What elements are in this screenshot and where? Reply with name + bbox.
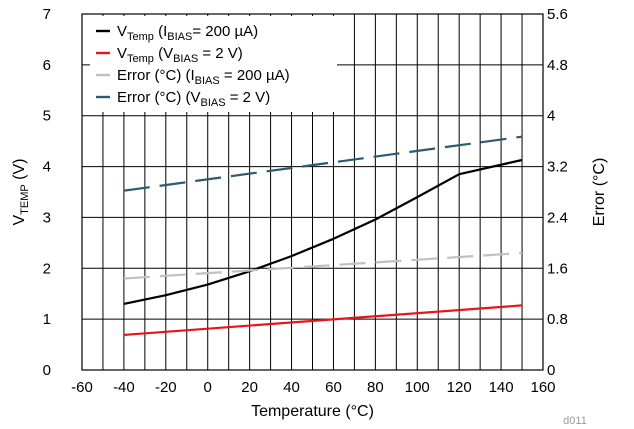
legend-box: [90, 16, 337, 112]
legend-label-2: VTemp (VBIAS = 2 V): [117, 45, 243, 65]
x-tick-label: -20: [155, 379, 177, 396]
series-line-3: [123, 251, 523, 280]
legend-text-part: = 2 V): [226, 89, 271, 106]
left-y-tick-label: 7: [43, 6, 51, 23]
legend-label-3: Error (°C) (IBIAS = 200 µA): [117, 67, 290, 87]
right-y-axis-title: Error (°C): [591, 158, 608, 227]
legend-subscript: Temp: [127, 31, 154, 43]
legend-background: [90, 16, 337, 112]
legend: VTemp (IBIAS= 200 µA)VTemp (VBIAS = 2 V)…: [96, 23, 290, 109]
right-y-tick-label: 5.6: [547, 6, 568, 23]
legend-label-4: Error (°C) (VBIAS = 2 V): [117, 89, 270, 109]
series-line-2: [123, 304, 523, 336]
right-y-tick-label: 0.8: [547, 311, 568, 328]
x-tick-label: 0: [204, 379, 212, 396]
left-y-axis-title-suffix: (V): [11, 158, 28, 184]
legend-text-part: V: [117, 23, 127, 40]
x-tick-label: 60: [325, 379, 342, 396]
legend-subscript: Temp: [127, 53, 154, 65]
x-tick-label: 140: [489, 379, 514, 396]
legend-text-part: Error (°C) (I: [117, 67, 195, 84]
legend-label-1: VTemp (IBIAS= 200 µA): [117, 23, 258, 43]
left-y-axis-title-sub: TEMP: [19, 184, 31, 215]
legend-subscript: BIAS: [201, 97, 226, 109]
plot-border: [81, 13, 544, 371]
left-y-tick-label: 6: [43, 57, 51, 74]
x-tick-label: 100: [405, 379, 430, 396]
left-y-tick-label: 2: [43, 260, 51, 277]
left-y-tick-label: 5: [43, 108, 51, 125]
left-y-axis-title: VTEMP (V): [11, 158, 31, 225]
legend-subscript: BIAS: [173, 53, 198, 65]
x-tick-label: 20: [241, 379, 258, 396]
x-axis-title: Temperature (°C): [251, 403, 374, 420]
right-y-tick-label: 2.4: [547, 209, 568, 226]
right-y-tick-label: 1.6: [547, 260, 568, 277]
x-tick-label: 80: [367, 379, 384, 396]
right-y-tick-label: 4: [547, 108, 555, 125]
left-y-tick-label: 3: [43, 209, 51, 226]
x-tick-label: -40: [113, 379, 135, 396]
x-tick-label: 160: [530, 379, 555, 396]
left-y-axis-title-main: V: [11, 215, 28, 226]
left-y-tick-label: 4: [43, 159, 51, 176]
right-y-tick-label: 3.2: [547, 159, 568, 176]
series-line-1: [123, 158, 523, 305]
legend-text-part: = 2 V): [198, 45, 243, 62]
legend-text-part: V: [117, 45, 127, 62]
x-tick-label: -60: [71, 379, 93, 396]
legend-subscript: BIAS: [195, 75, 220, 87]
left-y-tick-labels: 0 1 2 3 4 5 6 7: [43, 6, 51, 379]
x-tick-label: 120: [447, 379, 472, 396]
right-y-tick-labels: 0 0.8 1.6 2.4 3.2 4 4.8 5.6: [547, 6, 568, 379]
left-y-tick-label: 0: [43, 362, 51, 379]
x-tick-labels: -60 -40 -20 0 20 40 60 80 100 120 140 160: [71, 379, 555, 396]
legend-text-part: = 200 µA): [220, 67, 290, 84]
legend-text-part: = 200 µA): [192, 23, 258, 40]
x-tick-label: 40: [283, 379, 300, 396]
figure-code-label: d011: [563, 415, 587, 427]
legend-text-part: Error (°C) (V: [117, 89, 201, 106]
legend-subscript: BIAS: [167, 31, 192, 43]
legend-text-part: (I: [154, 23, 167, 40]
legend-text-part: (V: [154, 45, 173, 62]
series-layer: [123, 135, 523, 336]
left-y-tick-label: 1: [43, 311, 51, 328]
right-y-tick-label: 0: [547, 362, 555, 379]
right-y-tick-label: 4.8: [547, 57, 568, 74]
series-line-4: [123, 135, 523, 192]
